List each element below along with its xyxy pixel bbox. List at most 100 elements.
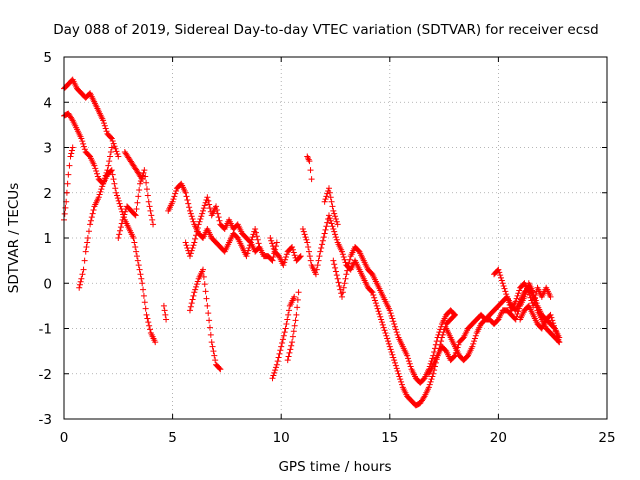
data-point (94, 173, 101, 180)
data-point (547, 311, 554, 318)
data-point (206, 201, 213, 208)
data-point (319, 237, 326, 244)
data-point (245, 247, 252, 254)
series-arc-p (330, 244, 458, 386)
data-point (392, 323, 399, 330)
data-point (392, 362, 399, 369)
data-point (274, 358, 281, 365)
data-point (306, 253, 313, 260)
data-point (398, 381, 405, 388)
x-tick-label: 0 (60, 430, 69, 446)
data-point (294, 296, 301, 303)
data-point (144, 192, 151, 199)
data-point (503, 291, 510, 298)
data-point (391, 357, 398, 364)
data-point (330, 257, 337, 264)
data-point (200, 273, 207, 280)
data-point (116, 231, 123, 238)
data-point (286, 307, 293, 314)
data-point (200, 207, 207, 214)
data-point (269, 257, 276, 264)
data-point (384, 335, 391, 342)
data-point (149, 216, 156, 223)
data-point (276, 350, 283, 357)
data-point (387, 310, 394, 317)
series-arc-a (61, 76, 122, 160)
x-tick-label: 5 (168, 430, 177, 446)
data-point (216, 217, 223, 224)
data-point (327, 194, 334, 201)
data-point (304, 155, 311, 162)
data-point (329, 223, 336, 230)
data-point (505, 299, 512, 306)
data-point (100, 117, 107, 124)
series-arc-c (61, 144, 76, 223)
data-point (104, 167, 111, 174)
data-point (191, 289, 198, 296)
data-point (90, 206, 97, 213)
data-point (387, 346, 394, 353)
data-point (292, 317, 299, 324)
data-point (203, 295, 210, 302)
data-point (139, 280, 146, 287)
data-point (152, 339, 159, 346)
data-point (327, 217, 334, 224)
data-point (79, 271, 86, 278)
data-point (329, 203, 336, 210)
data-point (193, 228, 200, 235)
data-point (425, 384, 432, 391)
data-point (248, 236, 255, 243)
data-point (88, 214, 95, 221)
data-point (341, 280, 348, 287)
data-point (80, 266, 87, 273)
data-point (281, 329, 288, 336)
data-point (80, 140, 87, 147)
data-point (131, 239, 138, 246)
data-point (115, 153, 122, 160)
data-point (341, 256, 348, 263)
data-point (346, 256, 353, 263)
data-point (434, 334, 441, 341)
data-point (371, 294, 378, 301)
data-point (107, 149, 114, 156)
data-point (280, 332, 287, 339)
data-point (194, 225, 201, 232)
data-point (331, 228, 338, 235)
data-point (78, 135, 85, 142)
data-point (313, 266, 320, 273)
data-point (499, 280, 506, 287)
data-point (61, 210, 68, 217)
data-point (192, 286, 199, 293)
data-point (428, 376, 435, 383)
data-point (204, 194, 211, 201)
chart-title: Day 088 of 2019, Sidereal Day-to-day VTE… (53, 22, 599, 38)
data-point (370, 292, 377, 299)
data-point (201, 281, 208, 288)
data-point (383, 332, 390, 339)
data-point (210, 348, 217, 355)
data-point (107, 153, 114, 160)
data-point (305, 156, 312, 163)
data-point (279, 339, 286, 346)
data-point (323, 193, 330, 200)
data-point (76, 284, 83, 291)
data-point (382, 330, 389, 337)
data-point (117, 224, 124, 231)
data-point (194, 278, 201, 285)
data-point (212, 357, 219, 364)
data-point (392, 326, 399, 333)
data-point (103, 169, 110, 176)
data-point (170, 196, 177, 203)
data-point (270, 372, 277, 379)
data-point (100, 120, 107, 127)
data-point (82, 248, 89, 255)
data-point (256, 244, 263, 251)
data-point (186, 253, 193, 260)
data-point (96, 191, 103, 198)
data-point (343, 271, 350, 278)
data-point (516, 305, 523, 312)
data-point (275, 354, 282, 361)
data-point (200, 205, 207, 212)
data-point (117, 227, 124, 234)
data-point (332, 234, 339, 241)
